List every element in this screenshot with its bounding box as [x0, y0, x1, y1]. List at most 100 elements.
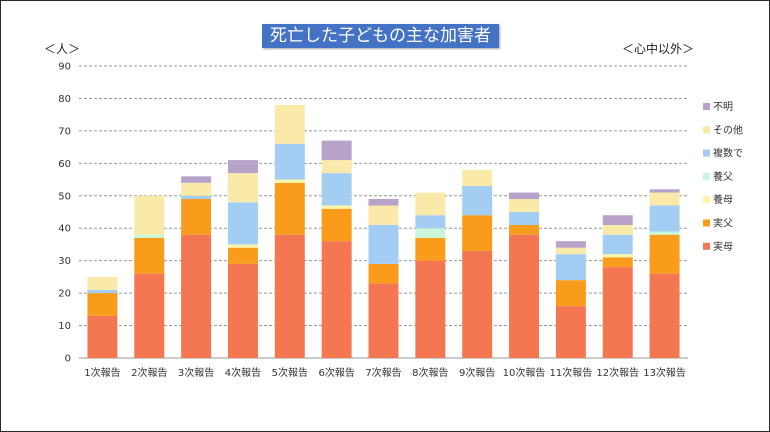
bar-segment [368, 199, 399, 206]
bar-segment [602, 234, 633, 255]
bar-segment [555, 254, 586, 281]
y-tick-label: 80 [58, 94, 71, 105]
bar-segment [274, 143, 305, 180]
bar-segment [462, 215, 493, 251]
y-tick-label: 30 [58, 256, 71, 267]
bar-segment [368, 263, 399, 284]
bar-segment [555, 247, 586, 255]
x-tick-label: 10次報告 [503, 366, 546, 379]
bar-segment [321, 140, 352, 161]
legend-label: 不明 [713, 101, 733, 113]
bar-segment [649, 205, 680, 232]
legend-swatch [703, 126, 710, 134]
legend-label: 実母 [713, 240, 733, 253]
legend-label: 養父 [713, 170, 733, 183]
bar-segment [509, 224, 540, 235]
legend-label: 養母 [713, 193, 733, 206]
bar-segment [649, 234, 680, 274]
bar-segment [134, 273, 165, 358]
x-axis: 1次報告 2次報告 3次報告 4次報告 5次報告 6次報告 7次報告 8次報告 9次報告 10次報… [84, 366, 686, 379]
bar-segment [368, 205, 399, 225]
chart-note: ＜心中以外＞ [622, 42, 695, 56]
y-tick-label: 0 [65, 354, 71, 365]
bar-segment [415, 215, 446, 229]
bar-segment [462, 186, 493, 216]
x-tick-label: 6次報告 [318, 366, 354, 379]
bar-segment [134, 195, 165, 235]
bar-segment [602, 257, 633, 268]
bar-segment [602, 224, 633, 235]
x-tick-label: 11次報告 [550, 366, 593, 379]
y-tick-label: 40 [58, 224, 71, 235]
bar-segment [227, 202, 258, 245]
bar-segment [649, 192, 680, 206]
bar-segment [602, 215, 633, 225]
bar-segment [368, 283, 399, 358]
x-tick-label: 3次報告 [178, 366, 214, 379]
bar-segment [602, 254, 633, 258]
bar-segment [509, 192, 540, 200]
bar-segment [555, 280, 586, 307]
bar-segment [649, 273, 680, 358]
x-tick-label: 8次報告 [412, 366, 448, 379]
bar-segment [227, 247, 258, 264]
bar-segment [415, 260, 446, 358]
bar-segment [509, 212, 540, 225]
legend-swatch [703, 219, 710, 227]
bar-segment [321, 208, 352, 242]
x-tick-label: 4次報告 [225, 366, 261, 379]
bar-segment [227, 244, 258, 248]
bar-segment [181, 182, 212, 196]
bar-segment [181, 199, 212, 235]
bar-segment [415, 228, 446, 238]
y-tick-label: 20 [58, 289, 71, 300]
bar-segment [509, 234, 540, 358]
bar-segment [134, 237, 165, 274]
legend-label: 複数で [713, 147, 743, 160]
bar-segment [274, 104, 305, 144]
x-tick-label: 2次報告 [131, 366, 167, 379]
bar-segment [87, 293, 118, 316]
y-tick-label: 90 [58, 62, 71, 73]
y-tick-label: 10 [58, 321, 71, 332]
x-tick-label: 7次報告 [365, 366, 401, 379]
x-tick-label: 13次報告 [643, 366, 686, 379]
legend-label: 実父 [713, 217, 733, 230]
bar-segment [509, 199, 540, 212]
bars [87, 104, 680, 358]
bar-segment [227, 160, 258, 174]
bar-segment [274, 182, 305, 235]
bar-segment [321, 205, 352, 209]
bar-segment [87, 289, 118, 294]
y-tick-label: 60 [58, 159, 71, 170]
bar-segment [181, 195, 212, 200]
legend-label: その他 [713, 123, 743, 136]
y-tick-label: 50 [58, 191, 71, 202]
x-tick-label: 12次報告 [596, 366, 639, 379]
y-axis-unit-label: ＜人＞ [44, 42, 81, 56]
legend-swatch [703, 196, 710, 204]
bar-segment [227, 173, 258, 203]
y-tick-label: 70 [58, 126, 71, 137]
x-tick-label: 9次報告 [459, 366, 495, 379]
bar-segment [227, 263, 258, 358]
legend-swatch [703, 149, 710, 157]
bar-segment [274, 179, 305, 183]
bar-segment [555, 306, 586, 358]
bar-segment [415, 237, 446, 261]
bar-segment [415, 192, 446, 216]
bar-segment [274, 234, 305, 358]
legend-swatch [703, 242, 710, 250]
chart-title: 死亡した子どもの主な加害者 [262, 24, 499, 48]
bar-segment [368, 224, 399, 264]
bar-segment [321, 160, 352, 174]
bar-segment [321, 241, 352, 358]
bar-segment [87, 276, 118, 290]
bar-segment [134, 234, 165, 238]
bar-segment [555, 241, 586, 248]
bar-segment [649, 189, 680, 193]
legend-swatch [703, 172, 710, 180]
bar-segment [181, 176, 212, 183]
